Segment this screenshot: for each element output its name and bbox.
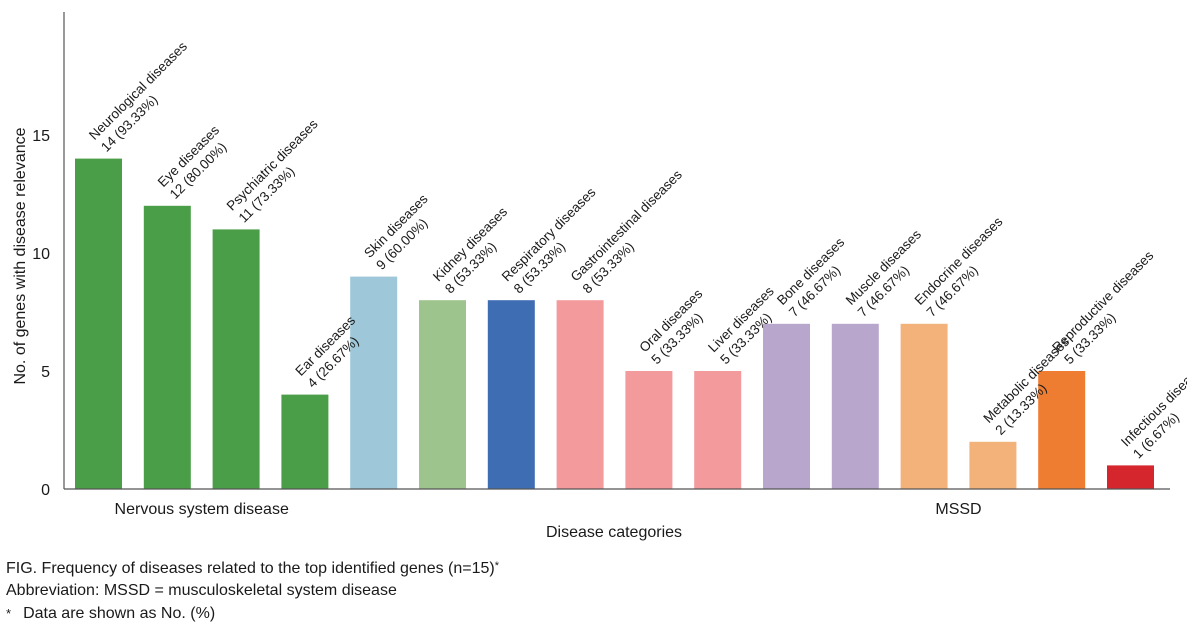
bar-endocrine-diseases (900, 323, 948, 489)
y-ticks-layer: 0 5 10 15 (32, 128, 50, 499)
bar-oral-diseases (625, 371, 673, 489)
x-axis-title: Disease categories (546, 524, 682, 541)
bar-ear-diseases (281, 394, 329, 489)
bar-label-oral-diseases: Oral diseases5 (33.33%) (636, 286, 717, 367)
bar-label-bone-diseases: Bone diseases7 (46.67%) (774, 234, 859, 319)
data-note-mark: * (6, 606, 12, 621)
category-label: Neurological diseases (86, 39, 190, 143)
bar-gastrointestinal-diseases (556, 300, 604, 489)
y-tick-label: 15 (32, 128, 50, 145)
bar-metabolic-diseases (969, 441, 1017, 489)
bar-liver-diseases (694, 371, 742, 489)
data-note: * Data are shown as No. (%) (6, 604, 215, 624)
group-labels-layer: Nervous system disease MSSD (115, 501, 982, 518)
abbreviation-note: Abbreviation: MSSD = musculoskeletal sys… (6, 582, 397, 599)
figure-caption: FIG. Frequency of diseases related to th… (6, 559, 499, 579)
bar-label-infectious-diseases: Infectious diseases1 (6.67%) (1118, 358, 1187, 462)
caption-footnote-mark: * (494, 560, 500, 572)
bar-bone-diseases (763, 323, 810, 489)
y-tick-label: 0 (41, 482, 50, 499)
bar-label-skin-diseases: Skin diseases9 (60.00%) (361, 191, 443, 273)
bars-layer (75, 158, 1154, 490)
bar-psychiatric-diseases (212, 229, 260, 489)
bar-infectious-diseases (1107, 465, 1154, 489)
y-axis-title: No. of genes with disease relevance (12, 127, 29, 384)
group-label-nervous-system-disease: Nervous system disease (115, 501, 289, 518)
bar-skin-diseases (350, 276, 398, 489)
bar-reproductive-diseases (1038, 371, 1086, 489)
data-note-text: Data are shown as No. (%) (23, 605, 216, 622)
bar-label-endocrine-diseases: Endocrine diseases7 (46.67%) (912, 214, 1018, 320)
bar-chart: Neurological diseases14 (93.33%)Eye dise… (12, 12, 1187, 541)
group-label-mssd: MSSD (935, 501, 981, 518)
bar-label-neurological-diseases: Neurological diseases14 (93.33%) (86, 39, 202, 155)
y-tick-label: 5 (41, 364, 50, 381)
y-tick-label: 10 (32, 246, 50, 263)
category-label: Gastrointestinal diseases (568, 167, 685, 284)
bar-muscle-diseases (831, 323, 879, 489)
category-label: Reproductive diseases (1049, 248, 1156, 355)
bar-eye-diseases (143, 205, 191, 490)
bar-respiratory-diseases (487, 300, 535, 489)
bar-label-eye-diseases: Eye diseases12 (80.00%) (155, 122, 235, 202)
bar-label-psychiatric-diseases: Psychiatric diseases11 (73.33%) (224, 116, 333, 225)
axes-layer (63, 12, 1170, 490)
bar-kidney-diseases (419, 300, 466, 489)
bar-neurological-diseases (75, 158, 122, 489)
figure-caption-text: FIG. Frequency of diseases related to th… (6, 560, 495, 577)
